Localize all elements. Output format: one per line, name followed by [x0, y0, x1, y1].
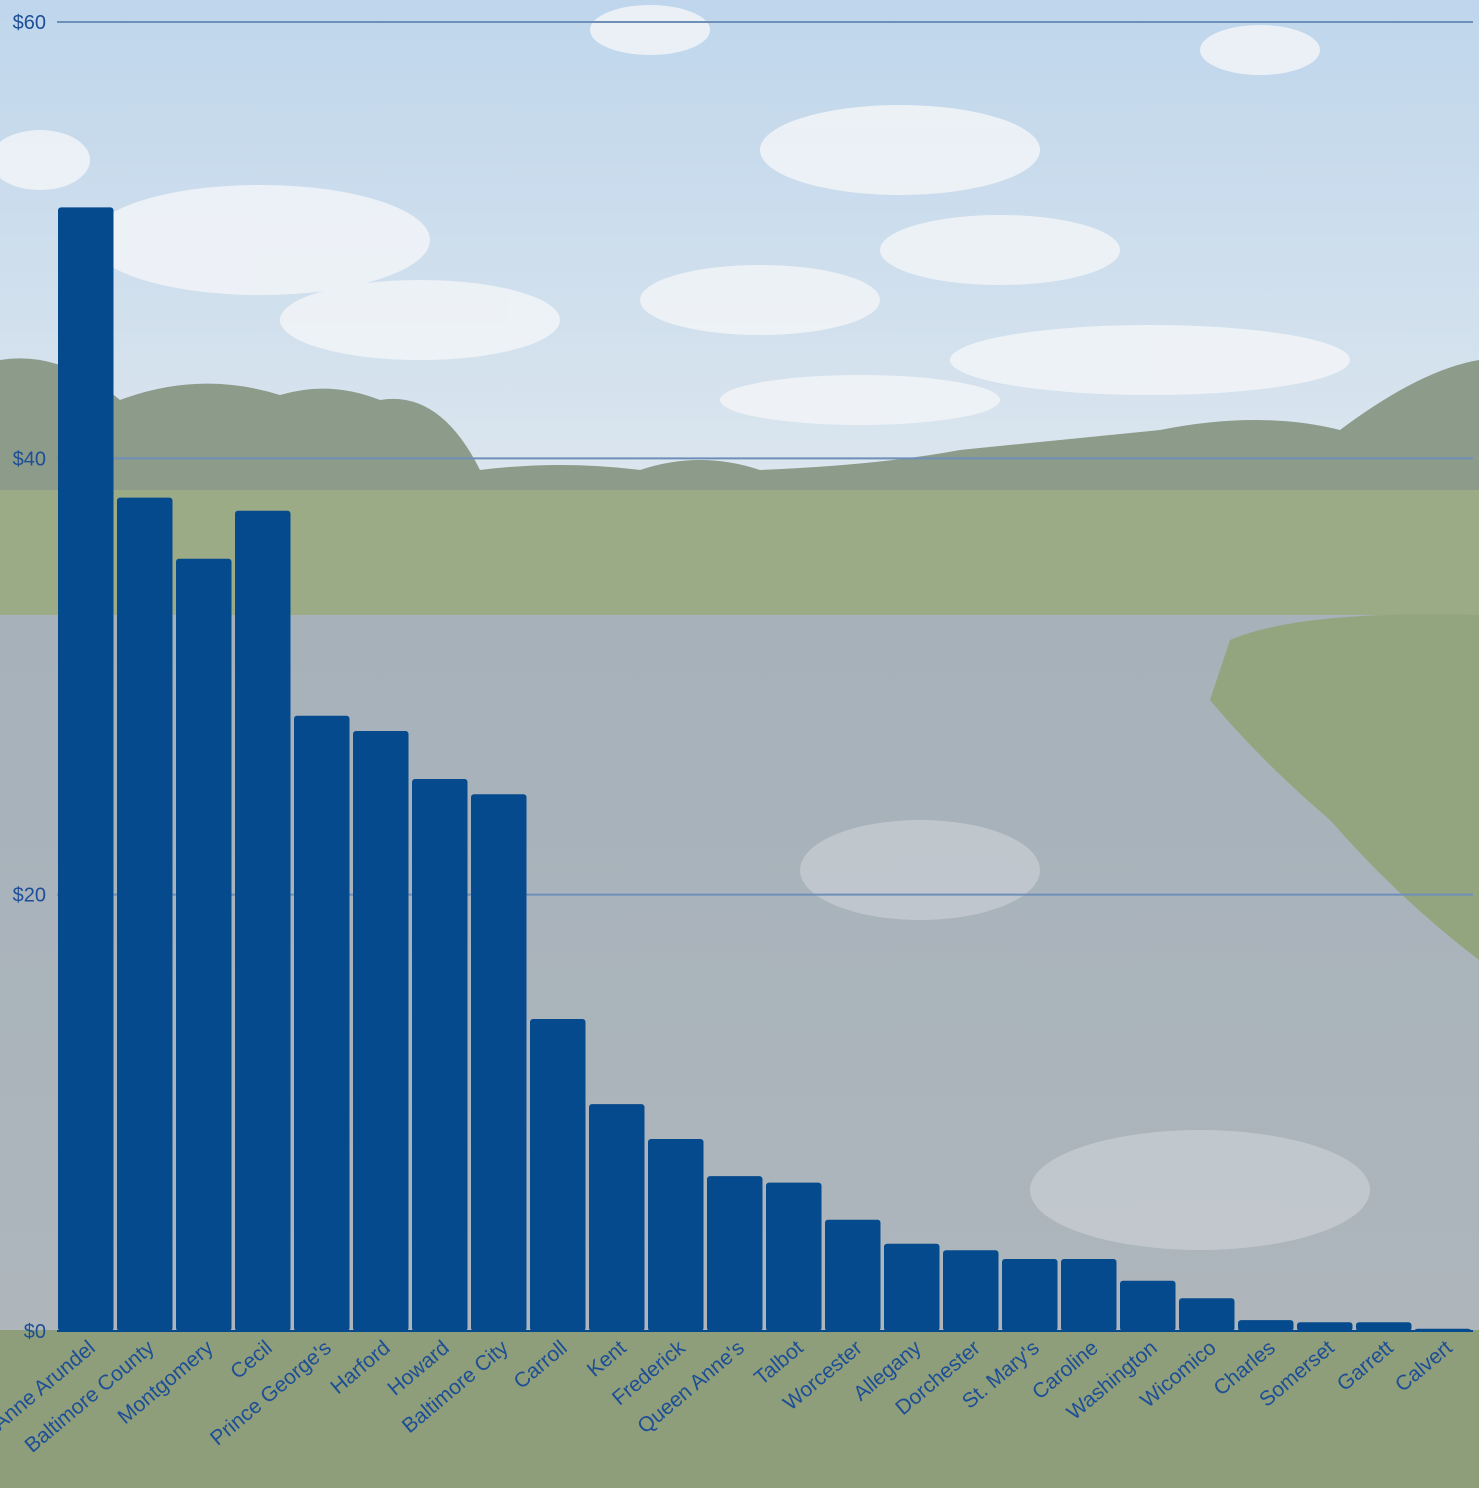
gridlines	[57, 21, 1473, 896]
bar	[471, 794, 527, 1331]
bar	[1002, 1259, 1058, 1331]
bar	[353, 731, 409, 1331]
bar	[589, 1104, 645, 1331]
clouds	[0, 5, 1350, 425]
bar	[58, 207, 114, 1331]
marsh-bank	[1210, 614, 1479, 960]
y-tick-label: $60	[13, 12, 46, 34]
bar	[884, 1243, 940, 1331]
y-tick-label: $20	[13, 885, 46, 907]
bar	[648, 1139, 704, 1331]
bar	[412, 779, 468, 1331]
bar	[766, 1182, 822, 1331]
bar	[825, 1219, 881, 1331]
treeline	[0, 358, 1479, 510]
bars	[58, 207, 1471, 1332]
bar	[1297, 1322, 1353, 1331]
bar	[117, 497, 173, 1332]
bar	[1356, 1322, 1412, 1331]
y-tick-label: $0	[24, 1321, 46, 1343]
bar	[1120, 1280, 1176, 1331]
bar	[176, 558, 232, 1331]
bar	[1061, 1259, 1117, 1331]
bar	[943, 1250, 999, 1331]
foreground-grass	[0, 1330, 1479, 1488]
bar	[707, 1176, 763, 1331]
bar	[235, 510, 291, 1331]
bar	[1179, 1298, 1235, 1331]
y-axis-tick-labels: $0 $20 $40 $60	[13, 12, 46, 1343]
bar	[294, 715, 350, 1331]
y-tick-label: $40	[13, 448, 46, 470]
bar	[1238, 1320, 1294, 1331]
bar	[530, 1019, 586, 1331]
